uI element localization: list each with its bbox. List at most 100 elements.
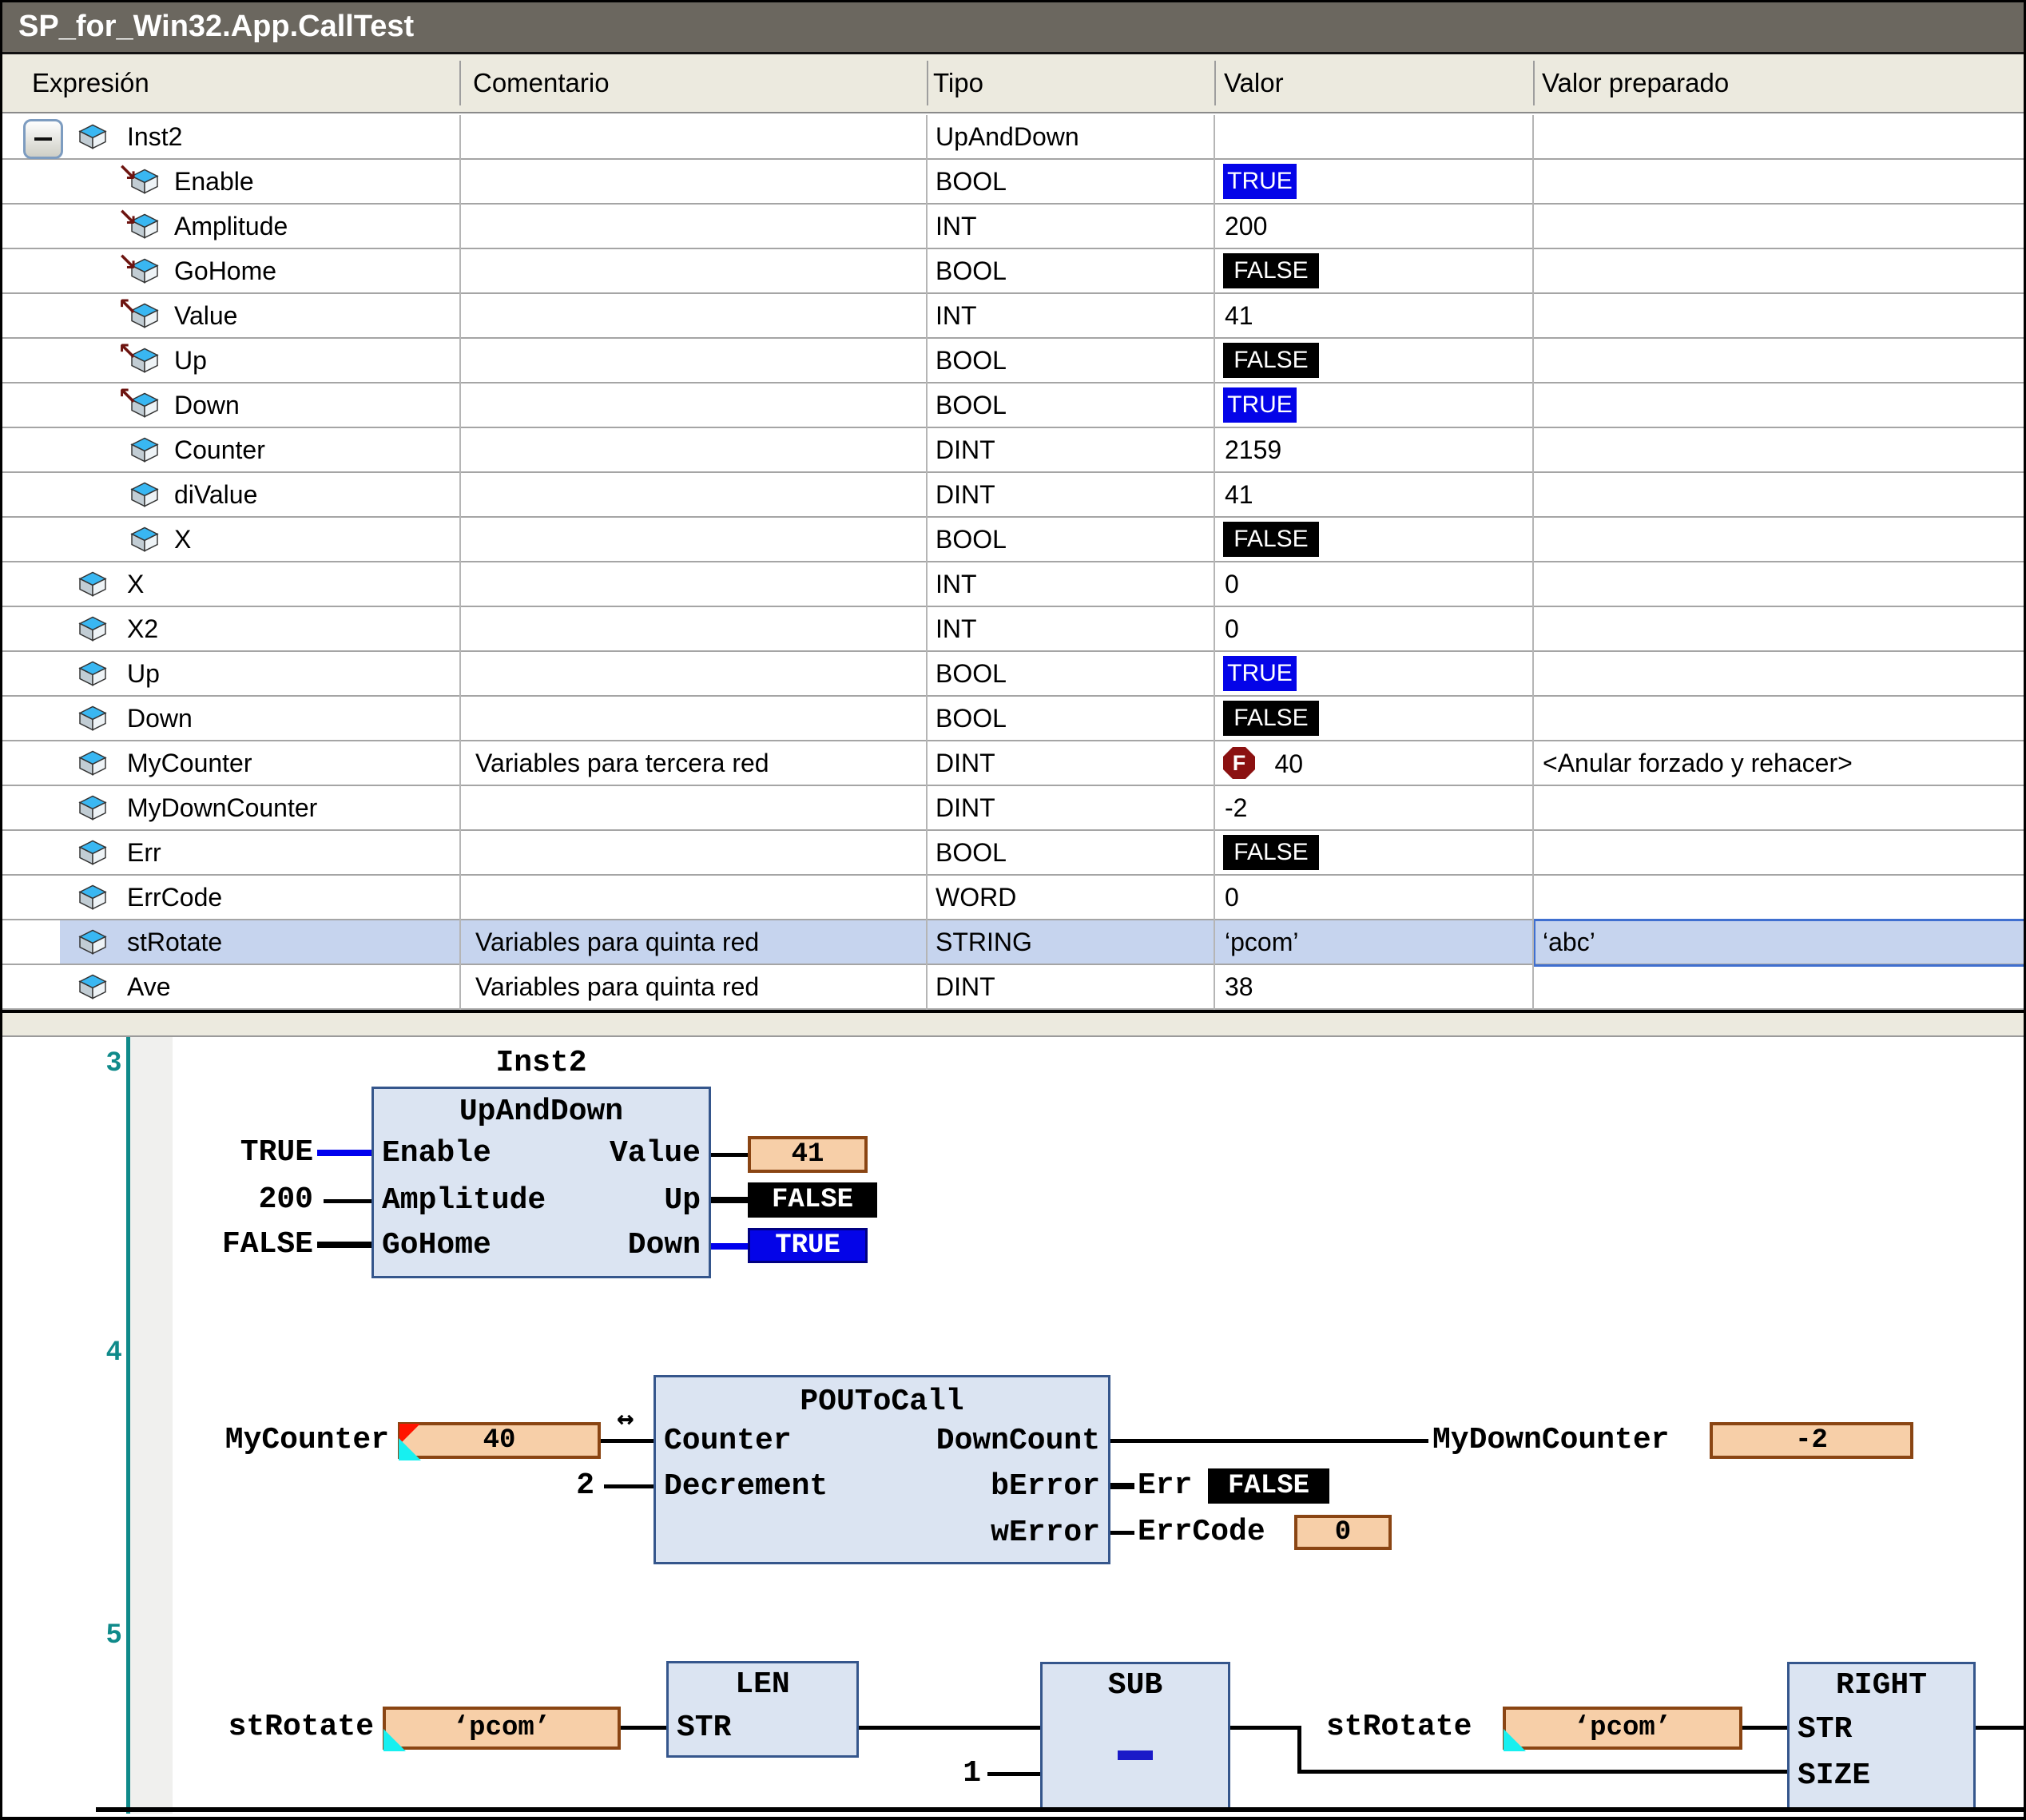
table-row[interactable]: X BOOL FALSE <box>2 518 2024 562</box>
table-row[interactable]: X2 INT 0 <box>2 607 2024 652</box>
table-row[interactable]: Down BOOL FALSE <box>2 697 2024 741</box>
row-label: GoHome <box>174 256 277 285</box>
pin-amplitude: Amplitude <box>382 1183 546 1218</box>
value-monitor-strotate-1[interactable]: ‘pcom’ <box>383 1707 621 1751</box>
row-type: BOOL <box>936 391 1007 419</box>
value-monitor-errcode[interactable]: 0 <box>1294 1515 1392 1550</box>
value-monitor-up-false[interactable]: FALSE <box>748 1182 877 1218</box>
value-false-badge[interactable]: FALSE <box>1223 835 1319 870</box>
output-arrow-icon <box>117 296 137 320</box>
fbd-block-upanddown[interactable]: UpAndDown Enable Amplitude GoHome Value … <box>371 1087 711 1278</box>
fbd-block-sub[interactable]: SUB <box>1040 1662 1230 1810</box>
fbd-block-right[interactable]: RIGHT STR SIZE <box>1787 1662 1976 1810</box>
value-monitor-err-false[interactable]: FALSE <box>1208 1468 1329 1504</box>
wire-gohome <box>317 1242 371 1248</box>
variable-icon <box>78 616 107 642</box>
table-row[interactable]: Err BOOL FALSE <box>2 831 2024 876</box>
variable-icon <box>78 840 107 865</box>
value-monitor-mycounter[interactable]: 40 <box>398 1422 601 1460</box>
table-row[interactable]: diValue DINT 41 <box>2 473 2024 518</box>
variable-icon <box>78 795 107 821</box>
column-header-expression[interactable]: Expresión <box>32 68 149 97</box>
fbd-block-poutocall[interactable]: POUToCall Counter Decrement DownCount bE… <box>653 1375 1110 1564</box>
row-type: BOOL <box>936 346 1007 375</box>
column-header-type[interactable]: Tipo <box>933 68 983 97</box>
row-prepared: <Anular forzado y rehacer> <box>1543 749 1853 777</box>
variable-icon <box>78 974 107 999</box>
watch-title: SP_for_Win32.App.CallTest <box>18 10 415 43</box>
table-row[interactable]: MyCounter Variables para tercera red DIN… <box>2 741 2024 786</box>
value-text[interactable]: 0 <box>1225 883 1239 912</box>
row-type: INT <box>936 212 977 240</box>
value-text[interactable]: 200 <box>1225 212 1268 240</box>
row-label: MyDownCounter <box>127 793 318 822</box>
table-row[interactable]: Inst2 UpAndDown <box>2 115 2024 160</box>
table-row[interactable]: Up BOOL FALSE <box>2 339 2024 383</box>
table-row[interactable]: Value INT 41 <box>2 294 2024 339</box>
row-label: X <box>174 525 192 554</box>
row-label: stRotate <box>127 928 223 956</box>
row-type: BOOL <box>936 256 1007 285</box>
row-selection-highlight <box>60 920 2024 964</box>
wire-strotate-right <box>1736 1726 1787 1730</box>
fbd-input-amplitude-value: 200 <box>258 1182 313 1217</box>
row-type: DINT <box>936 793 995 822</box>
table-row[interactable]: Amplitude INT 200 <box>2 205 2024 249</box>
variable-icon <box>78 929 107 955</box>
column-header-comment[interactable]: Comentario <box>473 68 610 97</box>
value-text[interactable]: 2159 <box>1225 435 1282 464</box>
table-row[interactable]: MyDownCounter DINT -2 <box>2 786 2024 831</box>
table-row[interactable]: GoHome BOOL FALSE <box>2 249 2024 294</box>
table-row[interactable]: ErrCode WORD 0 <box>2 876 2024 920</box>
table-row[interactable]: X INT 0 <box>2 562 2024 607</box>
strotate-value-text: ‘pcom’ <box>452 1713 551 1743</box>
value-text[interactable]: 41 <box>1225 301 1253 330</box>
panel-divider-strip <box>2 1013 2024 1037</box>
table-row[interactable]: Ave Variables para quinta red DINT 38 <box>2 965 2024 1010</box>
inout-pin-icon: ↔ <box>617 1402 634 1435</box>
value-false-badge[interactable]: FALSE <box>1223 343 1319 378</box>
value-text[interactable]: 0 <box>1225 570 1239 598</box>
force-marker-cyan-icon <box>383 1729 406 1751</box>
value-true-badge[interactable]: TRUE <box>1223 656 1297 691</box>
value-text[interactable]: 38 <box>1225 972 1253 1001</box>
table-row[interactable]: Counter DINT 2159 <box>2 428 2024 473</box>
value-true-badge[interactable]: TRUE <box>1223 387 1297 423</box>
table-row[interactable]: stRotate Variables para quinta red STRIN… <box>2 919 2026 967</box>
value-text[interactable]: 0 <box>1225 614 1239 643</box>
table-row[interactable]: Enable BOOL TRUE <box>2 160 2024 205</box>
value-true-badge[interactable]: TRUE <box>1223 164 1297 199</box>
value-false-badge[interactable]: FALSE <box>1223 253 1319 288</box>
wire-up-out <box>711 1197 748 1203</box>
value-forced[interactable]: F 40 <box>1223 745 1303 781</box>
value-text[interactable]: 41 <box>1225 480 1253 509</box>
row-comment: Variables para tercera red <box>475 749 769 777</box>
table-row[interactable]: Down BOOL TRUE <box>2 383 2024 428</box>
table-row[interactable]: Up BOOL TRUE <box>2 652 2024 697</box>
variable-icon <box>130 348 159 373</box>
value-monitor-mydowncounter[interactable]: -2 <box>1710 1422 1913 1459</box>
value-monitor-down-true[interactable]: TRUE <box>748 1228 868 1263</box>
force-icon: F <box>1223 747 1255 779</box>
header-separator <box>459 61 461 105</box>
fbd-block-title: LEN <box>735 1667 790 1702</box>
header-separator <box>1533 61 1535 105</box>
fbd-label-err: Err <box>1138 1468 1193 1503</box>
pin-berror: bError <box>991 1469 1100 1504</box>
fbd-block-len[interactable]: LEN STR <box>666 1661 859 1758</box>
row-type: BOOL <box>936 525 1007 554</box>
variable-icon <box>130 482 159 507</box>
column-header-value[interactable]: Valor <box>1224 68 1284 97</box>
value-monitor-strotate-2[interactable]: ‘pcom’ <box>1503 1707 1742 1751</box>
value-false-badge[interactable]: FALSE <box>1223 701 1319 736</box>
row-type: UpAndDown <box>936 122 1079 151</box>
column-header-prepared[interactable]: Valor preparado <box>1542 68 1730 97</box>
force-marker-cyan-icon <box>399 1438 421 1460</box>
value-text[interactable]: ‘pcom’ <box>1225 928 1299 956</box>
value-monitor-value[interactable]: 41 <box>748 1136 868 1173</box>
fbd-block-title: RIGHT <box>1835 1668 1928 1703</box>
tree-expander[interactable] <box>23 119 63 159</box>
fbd-instance-label: Inst2 <box>495 1046 587 1080</box>
value-false-badge[interactable]: FALSE <box>1223 522 1319 557</box>
value-text[interactable]: -2 <box>1225 793 1248 822</box>
